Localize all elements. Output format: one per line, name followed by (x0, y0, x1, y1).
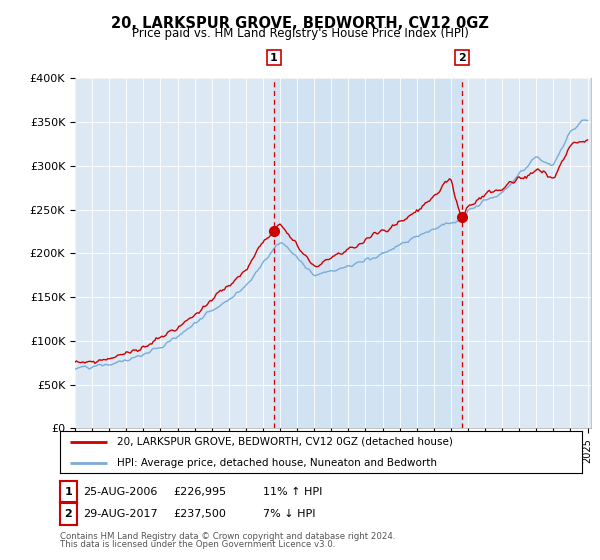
Text: £237,500: £237,500 (173, 509, 226, 519)
Text: £226,995: £226,995 (173, 487, 226, 497)
Text: Contains HM Land Registry data © Crown copyright and database right 2024.: Contains HM Land Registry data © Crown c… (60, 532, 395, 541)
Text: 2: 2 (65, 509, 72, 519)
Text: 20, LARKSPUR GROVE, BEDWORTH, CV12 0GZ (detached house): 20, LARKSPUR GROVE, BEDWORTH, CV12 0GZ (… (118, 437, 453, 447)
Text: 7% ↓ HPI: 7% ↓ HPI (263, 509, 316, 519)
Text: 11% ↑ HPI: 11% ↑ HPI (263, 487, 322, 497)
Text: 2: 2 (458, 53, 466, 63)
Text: 1: 1 (270, 53, 278, 63)
Text: Price paid vs. HM Land Registry's House Price Index (HPI): Price paid vs. HM Land Registry's House … (131, 27, 469, 40)
Text: 25-AUG-2006: 25-AUG-2006 (83, 487, 157, 497)
Text: 29-AUG-2017: 29-AUG-2017 (83, 509, 157, 519)
Text: 1: 1 (65, 487, 72, 497)
Text: HPI: Average price, detached house, Nuneaton and Bedworth: HPI: Average price, detached house, Nune… (118, 458, 437, 468)
Bar (274, 78, 462, 428)
Text: 20, LARKSPUR GROVE, BEDWORTH, CV12 0GZ: 20, LARKSPUR GROVE, BEDWORTH, CV12 0GZ (111, 16, 489, 31)
Text: This data is licensed under the Open Government Licence v3.0.: This data is licensed under the Open Gov… (60, 540, 335, 549)
